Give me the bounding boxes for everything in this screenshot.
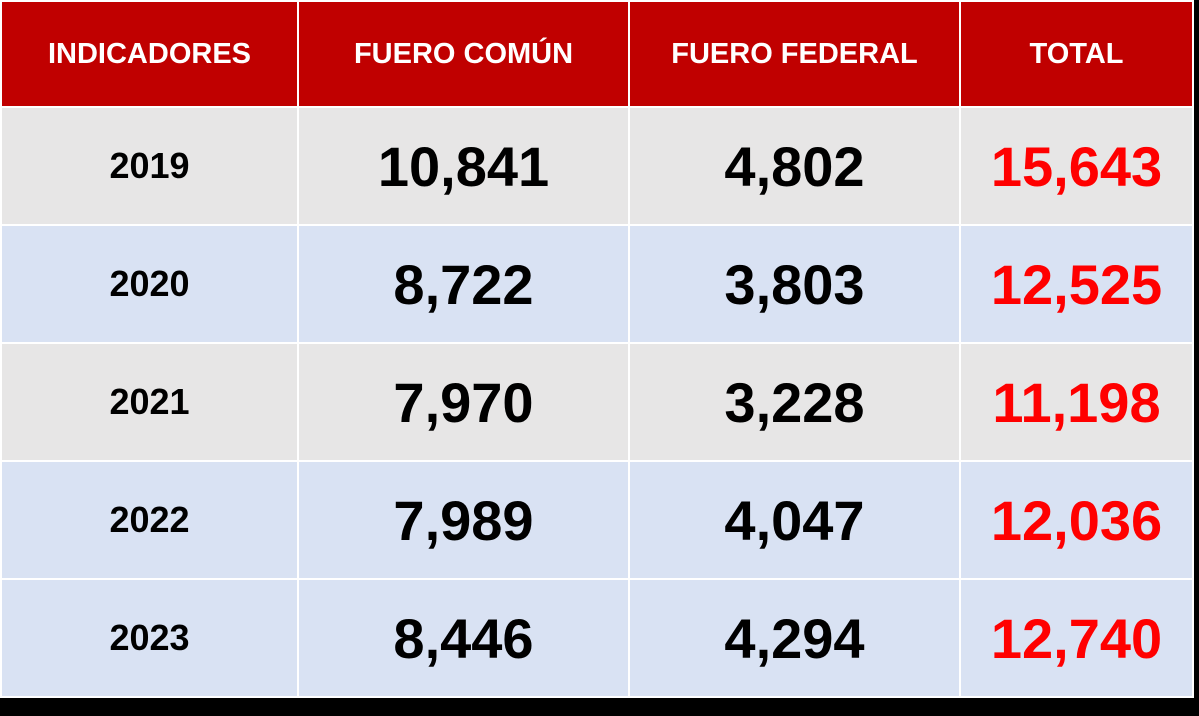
- fuero-federal-cell: 3,228: [628, 342, 961, 462]
- fuero-comun-cell: 7,970: [297, 342, 630, 462]
- fuero-federal-cell: 4,294: [628, 578, 961, 698]
- header-fuero-comun: FUERO COMÚN: [297, 0, 630, 108]
- header-total: TOTAL: [959, 0, 1194, 108]
- header-fuero-federal: FUERO FEDERAL: [628, 0, 961, 108]
- total-cell: 11,198: [959, 342, 1194, 462]
- fuero-comun-cell: 7,989: [297, 460, 630, 580]
- year-cell: 2019: [0, 106, 299, 226]
- total-cell: 12,036: [959, 460, 1194, 580]
- table-row: 2021 7,970 3,228 11,198: [0, 342, 1194, 462]
- table-row: 2020 8,722 3,803 12,525: [0, 224, 1194, 344]
- indicadores-table: INDICADORES FUERO COMÚN FUERO FEDERAL TO…: [0, 0, 1194, 698]
- fuero-federal-cell: 4,802: [628, 106, 961, 226]
- header-row: INDICADORES FUERO COMÚN FUERO FEDERAL TO…: [0, 0, 1194, 108]
- year-cell: 2020: [0, 224, 299, 344]
- fuero-comun-cell: 10,841: [297, 106, 630, 226]
- table-row: 2019 10,841 4,802 15,643: [0, 106, 1194, 226]
- year-cell: 2023: [0, 578, 299, 698]
- table-row: 2023 8,446 4,294 12,740: [0, 578, 1194, 698]
- fuero-comun-cell: 8,722: [297, 224, 630, 344]
- total-cell: 12,525: [959, 224, 1194, 344]
- header-indicadores: INDICADORES: [0, 0, 299, 108]
- table-row: 2022 7,989 4,047 12,036: [0, 460, 1194, 580]
- year-cell: 2021: [0, 342, 299, 462]
- fuero-comun-cell: 8,446: [297, 578, 630, 698]
- total-cell: 15,643: [959, 106, 1194, 226]
- total-cell: 12,740: [959, 578, 1194, 698]
- fuero-federal-cell: 4,047: [628, 460, 961, 580]
- data-table-container: INDICADORES FUERO COMÚN FUERO FEDERAL TO…: [0, 0, 1194, 698]
- fuero-federal-cell: 3,803: [628, 224, 961, 344]
- year-cell: 2022: [0, 460, 299, 580]
